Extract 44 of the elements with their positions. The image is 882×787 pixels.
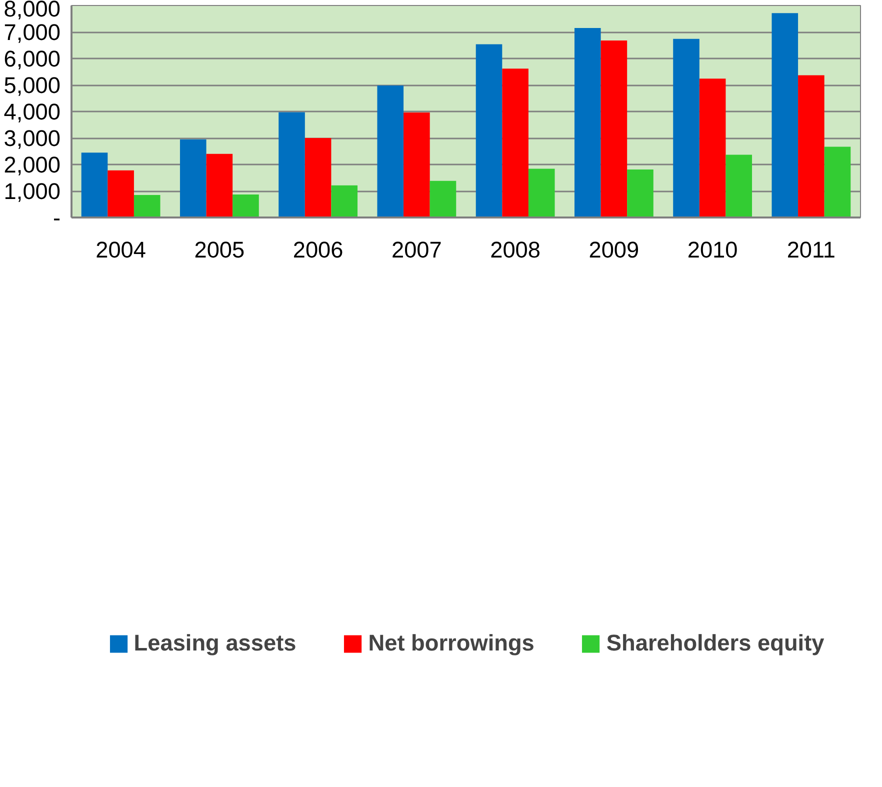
bar xyxy=(726,154,752,218)
x-tick-label: 2011 xyxy=(786,236,836,262)
bar xyxy=(476,44,502,218)
bar xyxy=(798,75,824,218)
bar xyxy=(180,139,206,218)
bar xyxy=(232,194,259,218)
bar xyxy=(824,146,851,218)
y-tick-label: 4,000 xyxy=(4,98,61,124)
x-tick-label: 2008 xyxy=(490,236,541,262)
x-tick-label: 2004 xyxy=(96,236,146,262)
bar xyxy=(772,13,798,218)
bar xyxy=(673,38,700,218)
y-tick-label: 8,000 xyxy=(4,0,61,22)
x-tick-label: 2009 xyxy=(588,236,640,262)
bar xyxy=(304,138,332,218)
bar xyxy=(627,170,654,218)
x-tick-label: 2006 xyxy=(292,236,344,262)
bar xyxy=(574,28,601,218)
bar xyxy=(430,180,456,218)
x-tick-label: 2007 xyxy=(391,236,442,262)
y-tick-label: 7,000 xyxy=(4,19,61,45)
y-tick-label: 2,000 xyxy=(4,152,61,178)
bar xyxy=(278,112,305,218)
bar xyxy=(134,194,160,218)
legend-label: Net borrowings xyxy=(368,630,534,657)
bar xyxy=(502,68,528,218)
y-tick-label: 5,000 xyxy=(4,72,61,98)
bar xyxy=(206,154,233,218)
bar xyxy=(528,168,555,218)
y-tick-label: 3,000 xyxy=(4,125,61,151)
bar xyxy=(108,170,134,218)
legend-label: Shareholders equity xyxy=(606,630,824,657)
bar xyxy=(377,86,404,218)
bar xyxy=(699,78,726,218)
bar xyxy=(331,185,358,218)
y-tick-label: 6,000 xyxy=(4,46,61,72)
bar xyxy=(81,152,108,218)
bar xyxy=(404,112,430,218)
bar xyxy=(600,40,628,218)
legend-label: Leasing assets xyxy=(134,630,296,657)
y-tick-label: - xyxy=(52,204,60,230)
y-tick-label: 1,000 xyxy=(4,178,61,204)
x-tick-label: 2005 xyxy=(194,236,245,262)
x-tick-label: 2010 xyxy=(687,236,738,262)
